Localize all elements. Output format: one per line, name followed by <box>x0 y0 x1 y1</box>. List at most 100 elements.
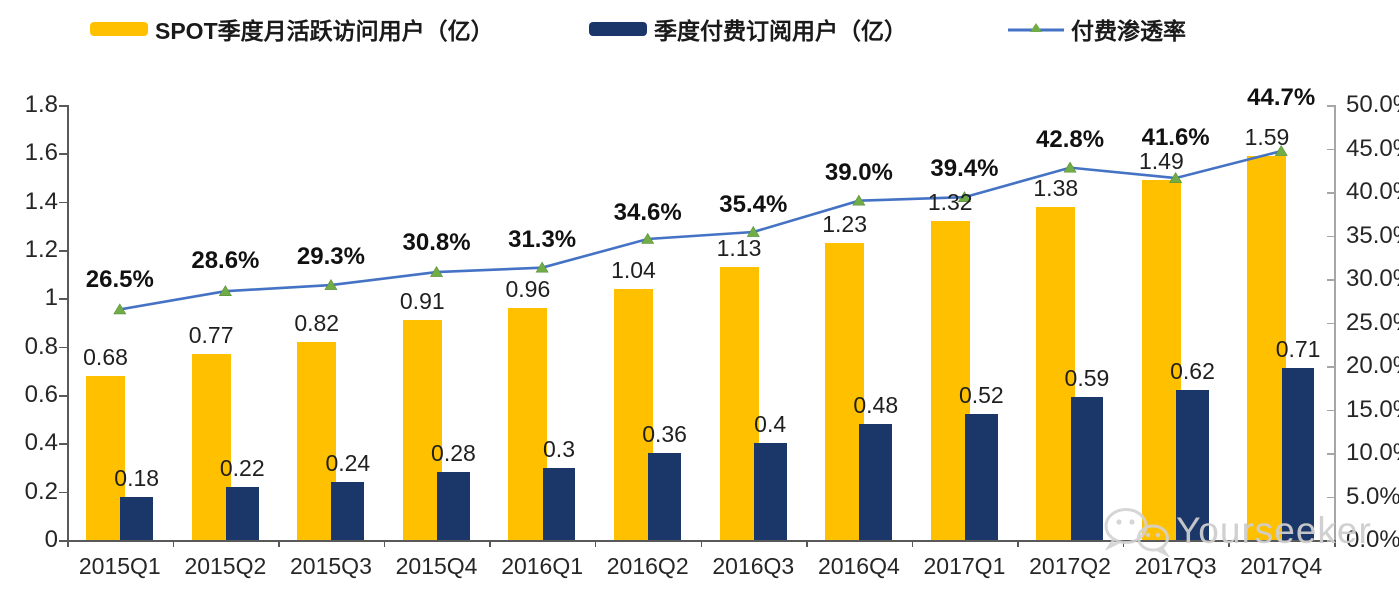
triangle-marker-icon <box>113 303 127 315</box>
right-axis-tick-label: 15.0% <box>1346 395 1399 423</box>
x-axis-tick <box>172 540 175 547</box>
right-axis-tick <box>1327 148 1334 150</box>
right-axis-tick <box>1327 322 1334 324</box>
bar-mau <box>930 221 970 540</box>
triangle-marker-icon <box>852 194 866 206</box>
right-axis-tick <box>1327 192 1334 194</box>
x-axis-category-label: 2016Q2 <box>606 553 689 579</box>
right-axis-tick-label: 35.0% <box>1346 221 1399 249</box>
right-axis-tick <box>1327 540 1334 542</box>
triangle-marker-icon <box>535 261 549 273</box>
right-axis-tick <box>1327 453 1334 455</box>
penetration-label: 39.0% <box>824 158 893 186</box>
x-axis-category-label: 2016Q1 <box>501 553 584 579</box>
legend-label-penetration: 付费渗透率 <box>1071 18 1186 44</box>
triangle-marker-icon <box>430 265 444 277</box>
left-axis-tick-label: 1.2 <box>24 236 58 263</box>
x-axis-tick <box>1334 540 1336 547</box>
x-axis-tick <box>806 540 808 547</box>
bar-label-subscribers: 0.59 <box>1064 365 1110 392</box>
penetration-label: 34.6% <box>613 198 682 226</box>
left-axis-tick <box>59 491 67 494</box>
bar-label-subscribers: 0.3 <box>543 435 575 462</box>
bar-label-mau: 1.13 <box>716 234 762 261</box>
triangle-marker-icon <box>641 232 655 244</box>
bar-subscribers <box>1070 397 1104 540</box>
left-axis-tick <box>59 201 67 204</box>
x-axis-tick <box>67 540 69 547</box>
left-axis-tick-label: 0.2 <box>24 477 58 505</box>
bar-subscribers <box>437 472 470 540</box>
right-axis-tick-label: 10.0% <box>1346 439 1399 466</box>
bar-label-subscribers: 0.71 <box>1275 336 1321 363</box>
bar-subscribers <box>964 414 998 540</box>
bar-label-mau: 0.91 <box>399 288 445 315</box>
left-axis-tick <box>59 153 67 155</box>
bar-subscribers <box>1281 368 1315 540</box>
penetration-label: 28.6% <box>191 247 260 275</box>
left-axis-tick <box>59 395 67 397</box>
bar-label-mau: 0.82 <box>294 309 340 336</box>
bar-label-subscribers: 0.4 <box>754 411 787 438</box>
bar-label-mau: 1.32 <box>927 189 973 215</box>
triangle-marker-icon <box>218 285 232 296</box>
bar-mau <box>719 266 759 540</box>
penetration-label: 35.4% <box>719 191 788 219</box>
right-axis-tick-label: 45.0% <box>1346 134 1399 162</box>
right-axis-tick-label: 25.0% <box>1346 308 1399 336</box>
x-axis-category-label: 2015Q4 <box>395 553 478 579</box>
left-axis-tick <box>59 298 67 300</box>
bar-label-subscribers: 0.48 <box>853 392 899 418</box>
left-axis-line <box>67 105 69 540</box>
legend-item-penetration: 付费渗透率 <box>1008 14 1186 44</box>
right-axis-tick-label: 0.0% <box>1346 526 1399 553</box>
bar-label-subscribers: 0.36 <box>642 421 687 447</box>
bar-label-subscribers: 0.28 <box>431 440 476 467</box>
x-axis-category-label: 2016Q3 <box>712 553 795 579</box>
penetration-label: 31.3% <box>508 225 577 253</box>
x-axis-tick <box>594 540 597 547</box>
x-axis-tick <box>700 540 702 547</box>
left-axis-tick-label: 1.6 <box>24 139 58 167</box>
x-axis-tick <box>1228 540 1230 547</box>
bar-label-subscribers: 0.62 <box>1170 358 1215 385</box>
legend-label-mau: SPOT季度月活跃访问用户（亿） <box>155 18 494 44</box>
left-axis-tick <box>59 346 67 349</box>
x-axis-category-label: 2017Q2 <box>1029 553 1111 579</box>
legend-item-mau: SPOT季度月活跃访问用户（亿） <box>90 14 494 44</box>
penetration-label: 30.8% <box>402 229 471 257</box>
x-axis-tick <box>489 540 491 547</box>
right-axis-tick <box>1327 496 1334 498</box>
left-axis-tick-label: 0.4 <box>24 429 58 457</box>
triangle-marker-icon <box>324 279 338 290</box>
bar-mau <box>86 375 126 540</box>
left-axis-tick-label: 1 <box>44 284 58 312</box>
x-axis-category-label: 2017Q3 <box>1134 553 1217 579</box>
legend-item-subscribers: 季度付费订阅用户（亿） <box>589 14 907 44</box>
subscriber-bar-swatch-icon <box>589 22 647 36</box>
bar-label-mau: 0.77 <box>188 321 234 348</box>
bar-label-mau: 0.96 <box>505 276 551 302</box>
right-axis-tick-label: 5.0% <box>1346 482 1399 510</box>
penetration-polyline <box>119 149 1282 311</box>
bar-label-subscribers: 0.22 <box>219 454 265 481</box>
right-axis-tick-label: 40.0% <box>1346 178 1399 205</box>
left-axis-tick <box>59 443 67 445</box>
left-axis-tick <box>59 250 67 252</box>
bar-label-mau: 1.04 <box>611 256 656 283</box>
penetration-label: 42.8% <box>1036 125 1105 153</box>
bar-mau <box>191 353 231 540</box>
x-axis-category-label: 2015Q3 <box>290 553 372 579</box>
bar-subscribers <box>542 467 576 540</box>
left-axis-tick-label: 0.6 <box>24 381 58 408</box>
x-axis-category-label: 2017Q4 <box>1240 553 1323 579</box>
x-axis-category-label: 2015Q2 <box>184 553 267 579</box>
left-axis-tick-label: 0.8 <box>24 332 58 360</box>
right-axis-tick-label: 30.0% <box>1346 265 1399 292</box>
left-axis-tick-label: 1.8 <box>24 91 58 118</box>
bar-subscribers <box>753 443 787 540</box>
penetration-label: 26.5% <box>85 266 154 294</box>
line-marker-swatch-icon <box>1008 20 1064 38</box>
bar-label-mau: 0.68 <box>83 343 128 370</box>
